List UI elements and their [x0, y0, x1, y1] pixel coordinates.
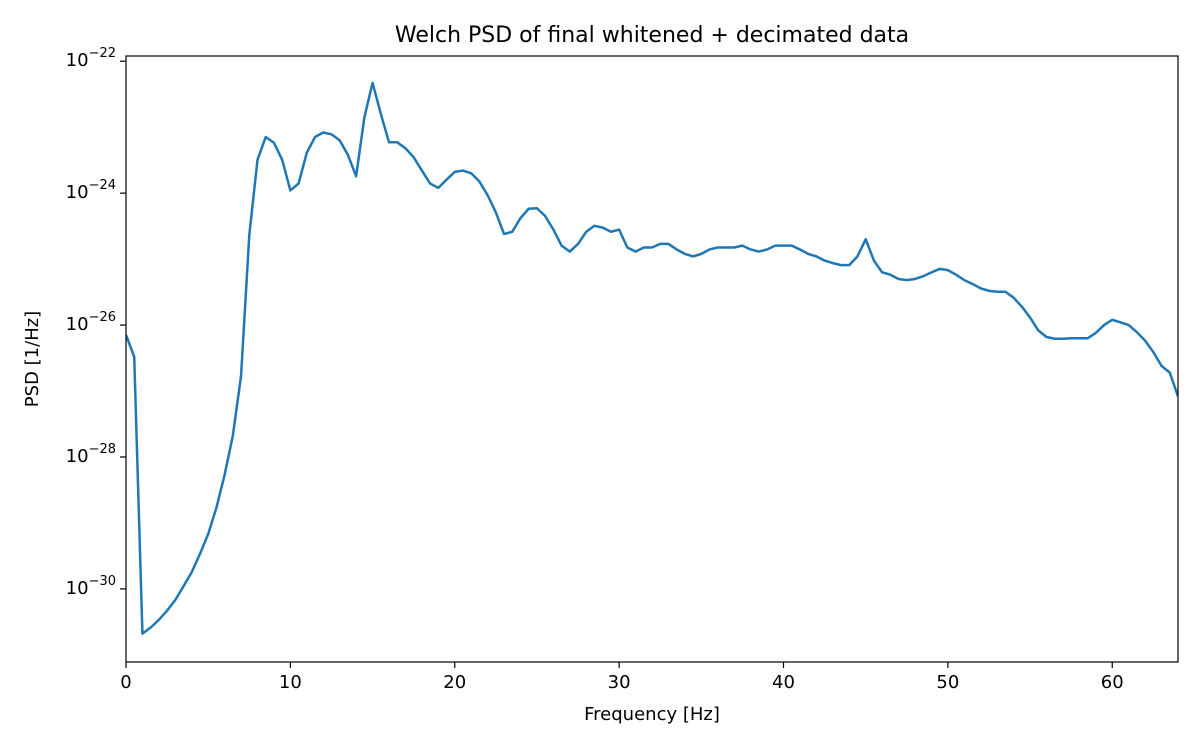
y-tick-label: 10−30 — [66, 573, 116, 599]
x-tick-label: 50 — [936, 672, 959, 693]
x-tick-label: 40 — [772, 672, 795, 693]
y-tick-label: 10−22 — [66, 46, 116, 71]
x-axis-label: Frequency [Hz] — [584, 704, 720, 725]
y-tick-label: 10−24 — [66, 178, 116, 204]
axes-frame — [125, 55, 1179, 663]
chart-title: Welch PSD of final whitened + decimated … — [395, 23, 909, 48]
x-tick-label: 30 — [608, 672, 631, 693]
y-tick-label: 10−28 — [66, 441, 116, 467]
x-tick-label: 60 — [1101, 672, 1124, 693]
y-axis-label: PSD [1/Hz] — [22, 311, 43, 407]
x-tick-label: 20 — [443, 672, 466, 693]
x-tick-label: 0 — [120, 672, 131, 693]
plot-area — [126, 81, 1178, 635]
x-tick-label: 10 — [279, 672, 302, 693]
y-tick-label: 10−26 — [66, 310, 116, 336]
data-line — [126, 81, 1178, 635]
